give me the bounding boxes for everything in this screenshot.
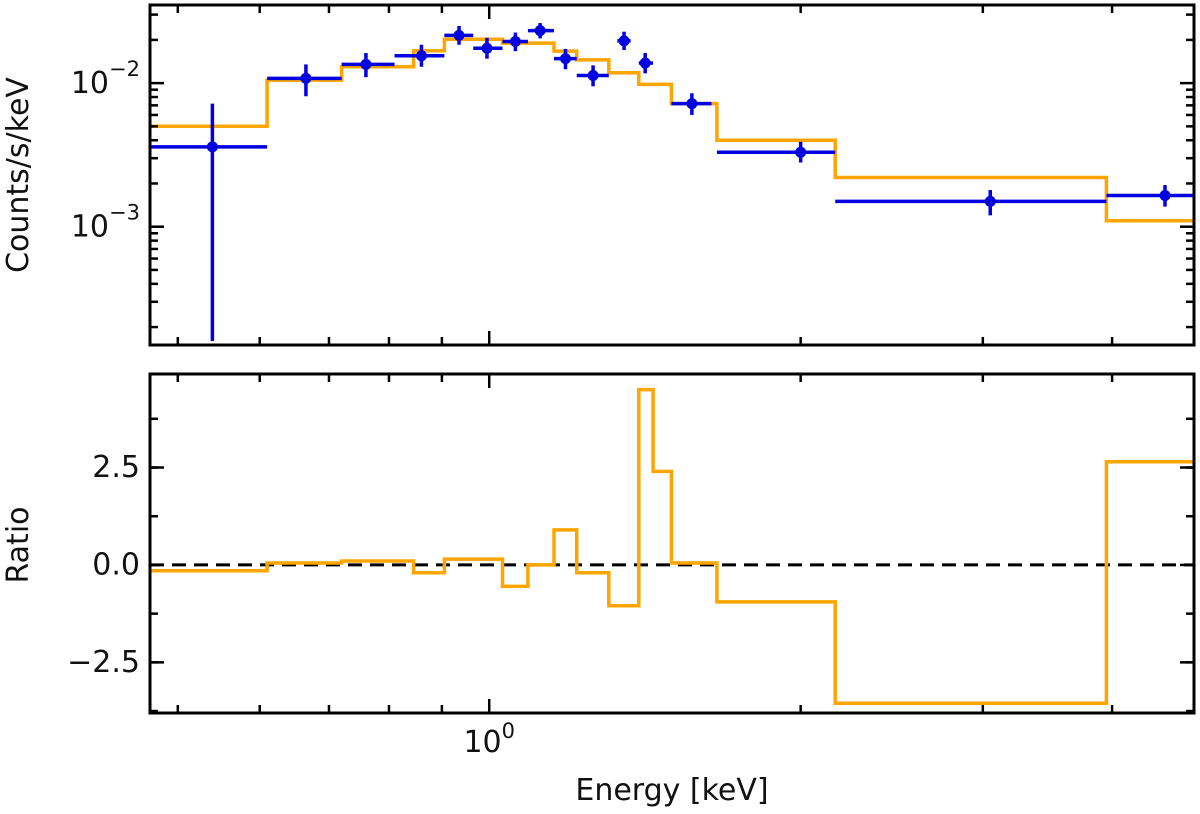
y-tick-label: 10−3: [71, 201, 140, 245]
data-point-group: [671, 93, 712, 115]
data-point-group: [341, 53, 395, 78]
data-point-group: [1106, 185, 1194, 207]
data-point-group: [576, 65, 609, 87]
data-point: [481, 42, 493, 54]
data-point-group: [150, 103, 268, 341]
model-step-line: [150, 37, 1194, 223]
data-point: [795, 146, 807, 158]
data-point: [618, 35, 630, 47]
data-point: [559, 53, 571, 65]
y-axis-label-counts: Counts/s/keV: [1, 77, 36, 273]
top-ticks: [150, 5, 1194, 345]
top-axes-frame: [148, 3, 1196, 347]
data-series: [150, 23, 1194, 341]
data-point: [639, 57, 651, 69]
ratio-step-line: [150, 387, 1194, 706]
x-axis-label: Energy [keV]: [575, 773, 768, 808]
data-point: [686, 98, 698, 110]
ratio-series: [150, 387, 1194, 706]
y-tick-label: 2.5: [92, 450, 140, 485]
data-point-group: [502, 32, 528, 52]
data-point: [509, 35, 521, 47]
data-point-group: [716, 141, 836, 163]
data-point-group: [267, 64, 342, 97]
bottom-panel: 2.5 0.0 −2.5 Ratio 100 Energy [keV]: [1, 372, 1196, 808]
x-tick-label: 100: [463, 719, 515, 760]
y-tick-label: 0.0: [92, 547, 140, 582]
data-point-group: [638, 53, 654, 74]
data-point-group: [527, 23, 554, 39]
data-point: [300, 72, 312, 84]
data-point-group: [444, 25, 474, 45]
top-panel: 10−2 10−3 Counts/s/keV: [1, 3, 1196, 347]
data-point: [415, 50, 427, 62]
data-point-group: [473, 37, 503, 59]
data-point-group: [835, 190, 1107, 216]
data-point: [453, 29, 465, 41]
y-tick-label: −2.5: [67, 645, 140, 680]
bottom-axes-frame: [148, 372, 1196, 715]
model-series: [150, 37, 1194, 223]
data-point: [534, 25, 546, 37]
data-point-group: [617, 31, 631, 51]
y-tick-label: 10−2: [71, 57, 140, 101]
data-point-group: [394, 44, 445, 67]
data-point: [360, 58, 372, 70]
data-point: [984, 195, 996, 207]
data-point: [587, 69, 599, 81]
data-point-group: [553, 48, 577, 70]
data-point: [1159, 189, 1171, 201]
data-point: [206, 141, 218, 153]
y-axis-label-ratio: Ratio: [1, 506, 36, 583]
